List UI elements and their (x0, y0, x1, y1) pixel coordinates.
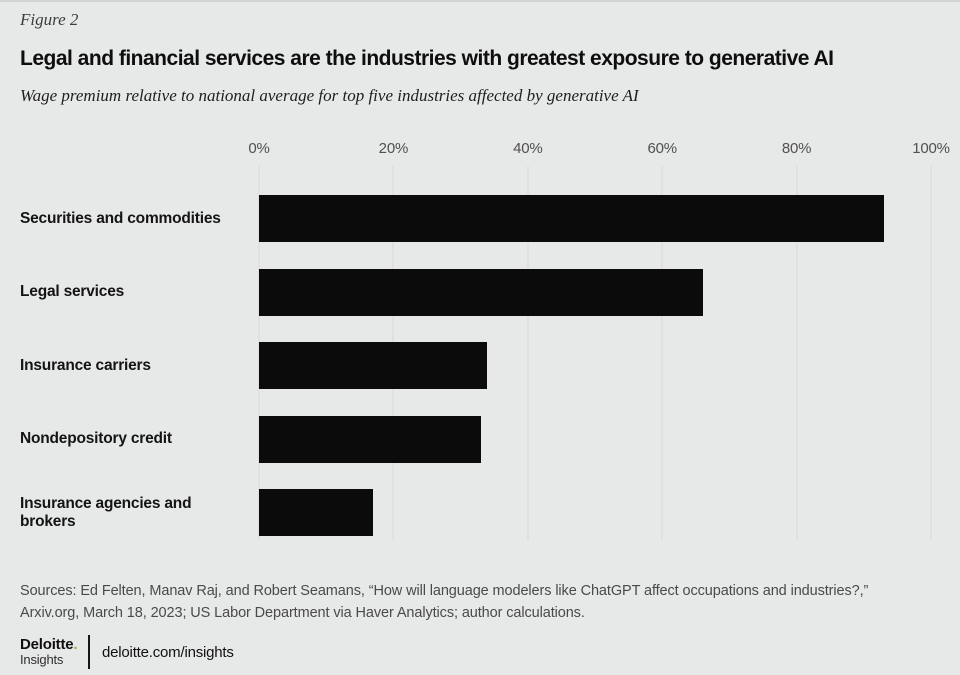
bar-track (259, 342, 931, 389)
chart-title: Legal and financial services are the ind… (20, 47, 834, 70)
category-label: Insurance agencies and brokers (20, 495, 192, 530)
bar-row: Legal services (20, 268, 931, 343)
bar-row: Insurance agencies and brokers (20, 489, 931, 563)
figure-number-label: Figure 2 (20, 10, 79, 29)
bar (259, 415, 481, 463)
gridline (796, 166, 798, 540)
bar-track (259, 415, 931, 463)
category-label: Legal services (20, 283, 125, 301)
bar (259, 195, 884, 242)
deloitte-insights-logo: Deloitte. Insights (20, 637, 88, 667)
bar-track (259, 195, 931, 242)
brand-green-dot: . (73, 636, 78, 653)
footer: Deloitte. Insights deloitte.com/insights (20, 633, 234, 671)
gridline (661, 166, 663, 540)
bar-track (259, 268, 931, 316)
bar (259, 342, 488, 389)
x-tick-label: 0% (248, 140, 270, 157)
x-tick-label: 40% (513, 140, 543, 157)
brand-name-text: Deloitte (20, 636, 74, 653)
chart-subtitle: Wage premium relative to national averag… (20, 86, 639, 105)
sources-note: Sources: Ed Felten, Manav Raj, and Rober… (20, 583, 869, 621)
category-label: Insurance carriers (20, 356, 151, 374)
x-axis-ticks: 0% 20% 40% 60% 80% 100% (248, 140, 950, 158)
category-label: Nondepository credit (20, 430, 172, 448)
bar-track (259, 489, 931, 536)
x-tick-label: 80% (781, 140, 812, 157)
x-tick-label: 20% (378, 140, 409, 157)
brand-name: Deloitte. (20, 637, 88, 653)
category-label: Securities and commodities (20, 209, 221, 227)
bar-row: Insurance carriers (20, 342, 931, 416)
brand-sub-label: Insights (20, 652, 64, 667)
x-tick-label: 100% (912, 140, 950, 157)
footer-link: deloitte.com/insights (102, 643, 234, 661)
bar-rows: Securities and commodities Legal services… (20, 195, 931, 563)
gridline (527, 166, 529, 540)
x-tick-label: 60% (647, 140, 677, 157)
bar (259, 268, 703, 316)
bar (259, 489, 374, 536)
bar-row: Nondepository credit (20, 415, 931, 490)
bar-row: Securities and commodities (20, 195, 931, 269)
footer-divider (88, 635, 90, 669)
top-border-line (0, 0, 960, 2)
gridline (930, 166, 932, 540)
